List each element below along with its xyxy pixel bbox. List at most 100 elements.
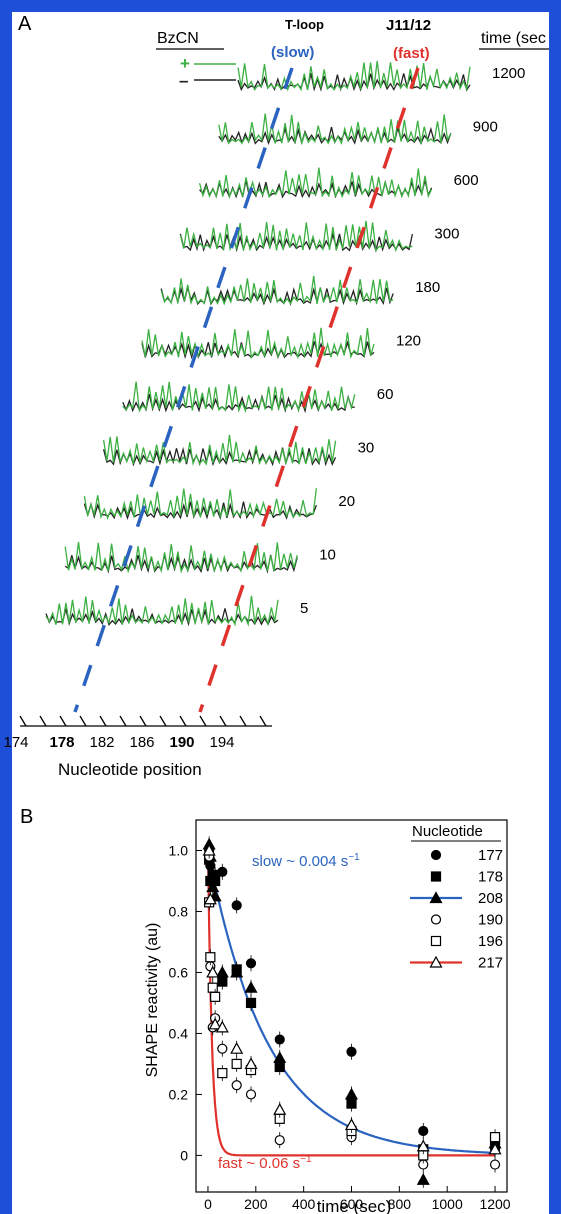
point-208-900 [416,1173,430,1185]
legend-marker-190 [430,914,442,925]
x-tick-label-200: 200 [244,1196,268,1212]
panel-b-label: B [20,806,33,828]
trace-plus-10 [64,541,298,574]
point-196-30 [210,991,221,1002]
point-190-120 [231,1080,242,1091]
trace-plus-120 [141,327,375,360]
x-tick-label-0: 0 [204,1196,212,1212]
trace-plus-600 [198,167,433,200]
point-217-900 [416,1139,430,1152]
point-177-900 [418,1125,429,1137]
fit-curve-fast [206,850,495,1157]
point-190-300 [274,1135,285,1146]
time-label-20: 20 [338,493,355,510]
nucleotide-tick-label-178: 178 [49,734,74,751]
nucleotide-tick-label-186: 186 [129,734,154,751]
nucleotide-tick [119,715,127,727]
trace-plus-5 [45,595,279,627]
time-label-300: 300 [434,226,459,243]
nucleotide-tick [259,715,267,727]
trace-plus-30 [102,434,337,466]
trace-plus-900 [218,113,452,145]
bzcn-label: BzCN [157,30,199,47]
legend: 177 178 208 190 196 217 [410,847,503,972]
time-label-60: 60 [377,386,394,403]
trace-plus-180 [160,275,394,306]
point-217-30 [208,1017,222,1030]
trace-plus-1200 [237,60,471,92]
slow-guide-line [73,67,294,713]
y-tick-label-0.6: 0.6 [169,964,189,980]
nucleotide-axis: 174 178 182 186 190 194 [3,715,272,751]
time-label-5: 5 [300,600,308,617]
y-tick-label-1.0: 1.0 [169,842,189,858]
point-177-300 [274,1034,285,1045]
point-217-5 [202,843,216,856]
fast-rate-label: fast ~ 0.06 s−1 [218,1154,312,1172]
point-190-1200 [489,1159,501,1170]
legend-label-217: 217 [478,955,503,972]
legend-label-208: 208 [478,890,503,907]
time-label-180: 180 [415,279,440,296]
point-217-600 [344,1118,359,1131]
time-label-30: 30 [358,440,375,457]
point-208-600 [344,1087,359,1100]
time-label-120: 120 [396,333,421,350]
x-tick-label-1200: 1200 [479,1196,510,1212]
shape-reactivity-plot: 0 200 400 600 800 1000 1200 0 0.2 0.4 0.6 0.8 1.0 [169,819,511,1212]
nucleotide-tick-label-182: 182 [89,734,114,751]
time-label-900: 900 [473,119,498,136]
y-tick-label-0: 0 [180,1147,188,1163]
x-tick-label-400: 400 [292,1196,316,1212]
j1112-label: J11/12 [386,17,431,34]
trace-plus-60 [122,381,356,414]
trace-plus-20 [83,488,318,520]
legend-label-190: 190 [478,912,503,929]
nucleotide-tick [219,715,227,727]
plus-sign: + [180,54,190,73]
nucleotide-axis-label: Nucleotide position [58,760,202,779]
y-tick-label-0.8: 0.8 [169,903,189,919]
point-217-180 [244,1057,258,1070]
point-196-60 [217,1067,228,1079]
time-label-10: 10 [319,547,336,564]
y-tick-label-0.2: 0.2 [169,1086,189,1102]
point-177-60 [217,866,228,877]
point-217-120 [230,1041,244,1054]
point-208-180 [244,980,258,993]
point-196-120 [231,1058,242,1070]
x-tick-label-600: 600 [340,1196,364,1212]
point-217-10 [203,892,217,905]
legend-label-196: 196 [478,933,503,950]
nucleotide-tick-label-174: 174 [3,734,28,751]
time-label-1200: 1200 [492,65,525,82]
legend-label-178: 178 [478,869,503,886]
point-178-180 [245,997,257,1009]
point-190-180 [245,1089,257,1100]
legend-marker-178 [430,871,442,882]
time-header: time (sec [481,30,546,47]
nucleotide-tick [99,715,107,727]
y-axis-label: SHAPE reactivity (au) [144,923,161,1078]
j1112-rate: (fast) [393,45,430,62]
minus-sign: – [179,71,188,90]
nucleotide-tick [199,715,207,727]
trace-plus-300 [179,220,413,253]
legend-label-177: 177 [478,847,503,864]
point-208-60 [215,965,229,978]
y-tick-label-0.4: 0.4 [169,1025,189,1041]
panel-a-label: A [18,13,32,35]
slow-rate-label: slow ~ 0.004 s−1 [252,852,360,870]
legend-marker-177 [430,849,442,861]
nucleotide-tick [39,715,47,727]
t-loop-label: T-loop [285,17,324,32]
point-208-300 [273,1051,287,1063]
point-177-120 [231,900,242,911]
point-217-1200 [488,1142,502,1155]
nucleotide-tick [19,715,27,727]
legend-title: Nucleotide [412,823,483,840]
nucleotide-tick-label-190: 190 [169,734,194,751]
point-177-180 [245,958,257,969]
nucleotide-tick-label-194: 194 [209,734,234,751]
point-196-1200 [489,1132,501,1143]
